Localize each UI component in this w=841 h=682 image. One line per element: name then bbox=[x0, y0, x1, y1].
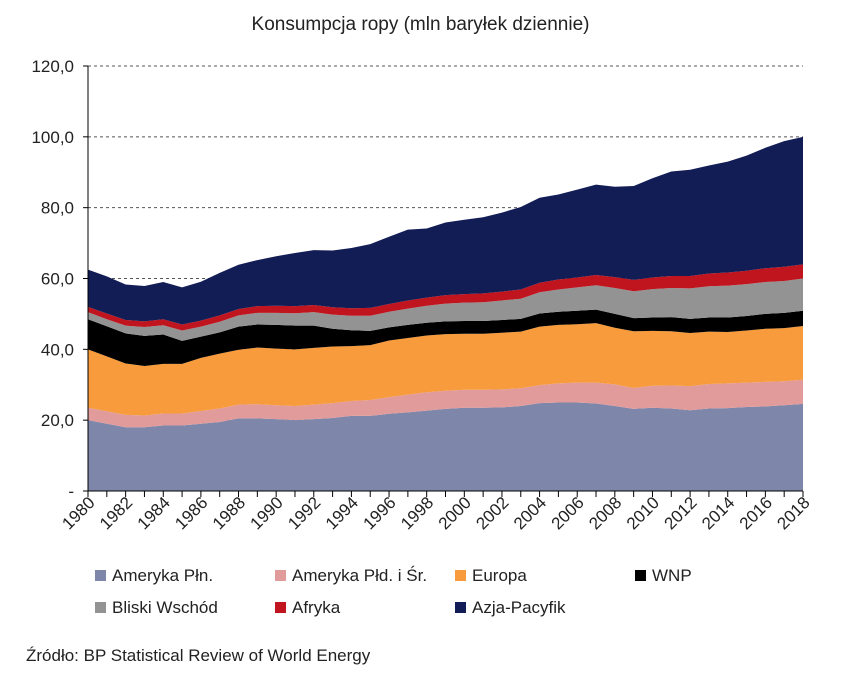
legend-swatch bbox=[275, 602, 286, 613]
area-series bbox=[88, 136, 803, 491]
x-tick-label: 1988 bbox=[209, 493, 249, 533]
x-tick-label: 1990 bbox=[247, 493, 287, 533]
legend-swatch bbox=[275, 570, 286, 581]
y-tick-label: 60,0 bbox=[41, 270, 74, 289]
source-note: Źródło: BP Statistical Review of World E… bbox=[26, 646, 371, 665]
legend-label: Afryka bbox=[292, 598, 341, 617]
x-tick-label: 1984 bbox=[134, 493, 174, 533]
legend-label: Europa bbox=[472, 566, 527, 585]
area-series-band bbox=[88, 136, 803, 325]
legend-label: Azja-Pacyfik bbox=[472, 598, 566, 617]
x-tick-label: 1980 bbox=[58, 493, 98, 533]
area-series-band bbox=[88, 402, 803, 491]
area-series-band bbox=[88, 278, 803, 341]
x-tick-labels: 1980198219841986198819901992199419961998… bbox=[58, 493, 813, 533]
x-tick-label: 2006 bbox=[548, 493, 588, 533]
legend-label: Ameryka Płn. bbox=[112, 566, 214, 585]
x-tick-label: 1992 bbox=[284, 493, 324, 533]
y-tick-label: 120,0 bbox=[31, 57, 74, 76]
x-tick-label: 1986 bbox=[171, 493, 211, 533]
x-tick-label: 2014 bbox=[698, 493, 738, 533]
legend-label: Bliski Wschód bbox=[112, 598, 218, 617]
legend-item: Bliski Wschód bbox=[95, 598, 218, 618]
legend-swatch bbox=[95, 570, 106, 581]
y-tick-label: 100,0 bbox=[31, 128, 74, 147]
legend-item: WNP bbox=[635, 566, 692, 586]
legend-label: WNP bbox=[652, 566, 692, 585]
legend-item: Ameryka Płd. i Śr. bbox=[275, 566, 427, 586]
x-tick-label: 2004 bbox=[510, 493, 550, 533]
x-tick-label: 1998 bbox=[397, 493, 437, 533]
x-tick-label: 2008 bbox=[585, 493, 625, 533]
x-tick-label: 1994 bbox=[322, 493, 362, 533]
legend-swatch bbox=[95, 602, 106, 613]
axes bbox=[83, 65, 804, 497]
y-tick-label: 20,0 bbox=[41, 411, 74, 430]
y-tick-labels: - 20,0 40,0 60,0 80,0 100,0 120,0 bbox=[31, 57, 74, 501]
legend-item: Ameryka Płn. bbox=[95, 566, 213, 586]
legend-swatch bbox=[455, 570, 466, 581]
x-tick-label: 2016 bbox=[736, 493, 776, 533]
y-tick-label: - bbox=[68, 482, 74, 501]
chart-title: Konsumpcja ropy (mln baryłek dziennie) bbox=[251, 14, 590, 35]
legend-swatch bbox=[635, 570, 646, 581]
area-series-band bbox=[88, 309, 803, 366]
legend-item: Europa bbox=[455, 566, 527, 586]
y-tick-label: 40,0 bbox=[41, 340, 74, 359]
x-tick-label: 2002 bbox=[472, 493, 512, 533]
x-tick-label: 2018 bbox=[773, 493, 813, 533]
area-series-band bbox=[88, 264, 803, 331]
x-tick-label: 2010 bbox=[623, 493, 663, 533]
area-series-band bbox=[88, 323, 803, 416]
x-tick-label: 1982 bbox=[96, 493, 136, 533]
area-series-band bbox=[88, 379, 803, 428]
legend-label: Ameryka Płd. i Śr. bbox=[292, 566, 428, 585]
legend-swatch bbox=[455, 602, 466, 613]
y-tick-label: 80,0 bbox=[41, 199, 74, 218]
legend-item: Azja-Pacyfik bbox=[455, 598, 566, 618]
x-tick-label: 1996 bbox=[359, 493, 399, 533]
legend-item: Afryka bbox=[275, 598, 340, 618]
x-tick-label: 2012 bbox=[661, 493, 701, 533]
x-tick-label: 2000 bbox=[435, 493, 475, 533]
